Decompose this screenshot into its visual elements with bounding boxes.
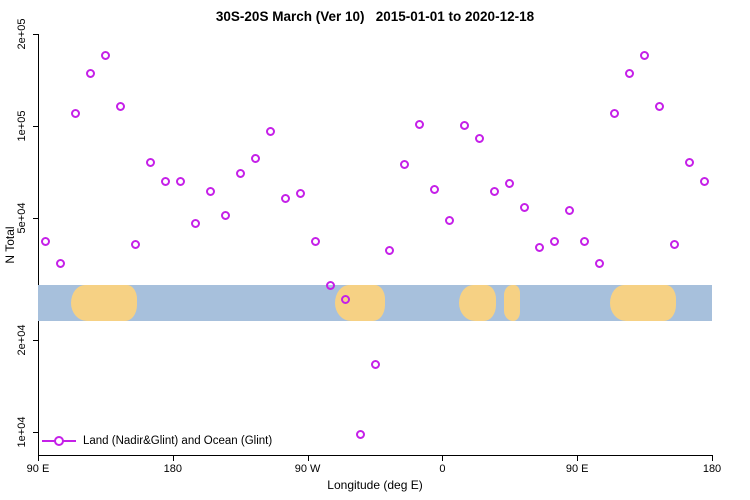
x-axis-tick-label: 180: [702, 463, 722, 475]
data-point: [370, 359, 380, 369]
data-point: [70, 108, 80, 118]
data-point: [220, 210, 230, 220]
data-point: [100, 50, 110, 60]
y-axis-tick: [33, 125, 38, 127]
y-axis-tick: [33, 217, 38, 219]
x-axis-tick-label: 180: [163, 463, 182, 475]
data-point: [355, 430, 365, 439]
x-axis-title: Longitude (deg E): [327, 478, 423, 492]
x-axis-tick-label: 90 E: [26, 463, 50, 475]
x-axis-tick: [172, 456, 174, 461]
y-axis-tick-label: 1e+05: [16, 110, 28, 142]
map-land-patch: [70, 285, 137, 321]
data-point: [430, 184, 440, 194]
plot-area: Land (Nadir&Glint) and Ocean (Glint): [38, 35, 712, 455]
data-point: [175, 176, 185, 186]
data-point: [520, 203, 530, 213]
map-land-patch: [503, 285, 521, 321]
data-point: [295, 189, 305, 199]
data-point: [265, 126, 275, 136]
y-axis-tick: [33, 33, 38, 35]
x-axis-tick: [577, 456, 579, 461]
data-point: [610, 108, 620, 118]
map-land-patch: [458, 285, 497, 321]
data-point: [490, 186, 500, 196]
legend-label: Land (Nadir&Glint) and Ocean (Glint): [83, 435, 273, 447]
x-axis-line: [38, 455, 713, 456]
data-point: [445, 216, 455, 226]
data-point: [130, 239, 140, 249]
x-axis-tick: [38, 456, 39, 461]
data-point: [85, 69, 95, 79]
data-point: [655, 101, 665, 111]
x-axis-tick: [712, 456, 713, 461]
data-point: [325, 281, 335, 291]
data-point: [280, 193, 290, 203]
data-point: [565, 205, 575, 215]
data-point: [340, 295, 350, 305]
chart-title: 30S-20S March (Ver 10) 2015-01-01 to 202…: [215, 9, 535, 24]
data-point: [580, 236, 590, 246]
data-point: [190, 218, 200, 228]
data-point: [40, 236, 50, 246]
y-axis-tick: [33, 431, 38, 433]
data-point: [700, 176, 709, 186]
legend-symbol: [42, 435, 76, 447]
data-point: [640, 50, 650, 60]
y-axis-tick-label: 5e+04: [16, 202, 28, 234]
data-point: [595, 258, 605, 268]
data-point: [400, 159, 410, 169]
x-axis-tick-label: 0: [439, 463, 446, 475]
legend-point-icon: [54, 436, 64, 446]
data-point: [250, 154, 260, 164]
data-point: [115, 101, 125, 111]
data-point: [550, 236, 560, 246]
y-axis-tick: [33, 339, 38, 341]
x-axis-tick: [307, 456, 309, 461]
data-point: [145, 157, 155, 167]
x-axis-tick: [442, 456, 444, 461]
data-point: [685, 157, 695, 167]
data-point: [160, 176, 170, 186]
data-point: [535, 243, 545, 253]
data-point: [475, 133, 485, 143]
data-point: [415, 119, 425, 129]
data-point: [205, 186, 215, 196]
data-point: [625, 69, 635, 79]
map-land-patch: [610, 285, 677, 321]
y-axis-tick-label: 1e+04: [16, 416, 28, 448]
data-point: [55, 258, 65, 268]
data-point: [310, 236, 320, 246]
data-point: [385, 246, 395, 256]
data-point: [505, 178, 515, 188]
data-point: [460, 121, 470, 131]
x-axis-tick-label: 90 W: [294, 463, 321, 475]
data-point: [235, 168, 245, 178]
legend: Land (Nadir&Glint) and Ocean (Glint): [42, 435, 272, 447]
y-axis-title: N Total: [3, 226, 17, 264]
y-axis-tick-label: 2e+04: [16, 324, 28, 356]
x-axis-tick-label: 90 E: [565, 463, 589, 475]
y-axis-line: [38, 34, 39, 456]
y-axis-tick-label: 2e+05: [16, 18, 28, 50]
data-point: [670, 239, 680, 249]
